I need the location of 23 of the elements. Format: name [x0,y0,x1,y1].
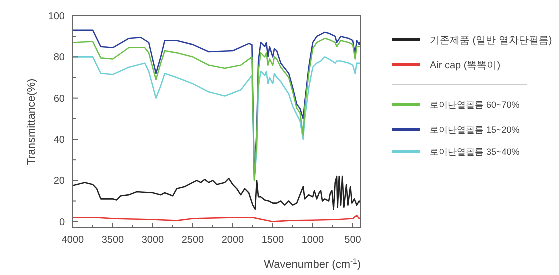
y-tick-label: 20 [54,176,66,188]
x-tick-label: 2500 [182,235,205,246]
y-tick-label: 80 [54,52,66,64]
y-axis-title: Transmittance(%) [26,78,38,166]
line-series [73,215,361,222]
x-tick-label: 2000 [222,235,245,246]
legend-label: Air cap (뽁뽁이) [430,60,501,72]
y-tick-label: 100 [48,12,66,22]
y-tick-label: 40 [54,134,66,146]
x-tick-label: 1500 [262,235,285,246]
legend-label: 로이단열필름 60~70% [430,100,520,110]
x-tick-label: 1000 [302,235,325,246]
x-axis-title: Wavenumber (cm$^{-1}$) [264,256,361,271]
legend-label: 로이단열필름 35~40% [430,147,520,158]
line-series [73,176,361,210]
y-tick-label: 60 [54,94,66,105]
x-tick-label: 500 [344,235,362,246]
x-tick-label: 3000 [142,235,165,246]
x-tick-label: 3500 [102,235,125,246]
legend-label: 로이단열필름 15~20% [430,125,520,136]
legend-label: 기존제품 (일반 열차단필름) [430,36,552,46]
x-tick-label: 4000 [62,235,85,246]
y-tick-label: 0 [59,217,66,228]
